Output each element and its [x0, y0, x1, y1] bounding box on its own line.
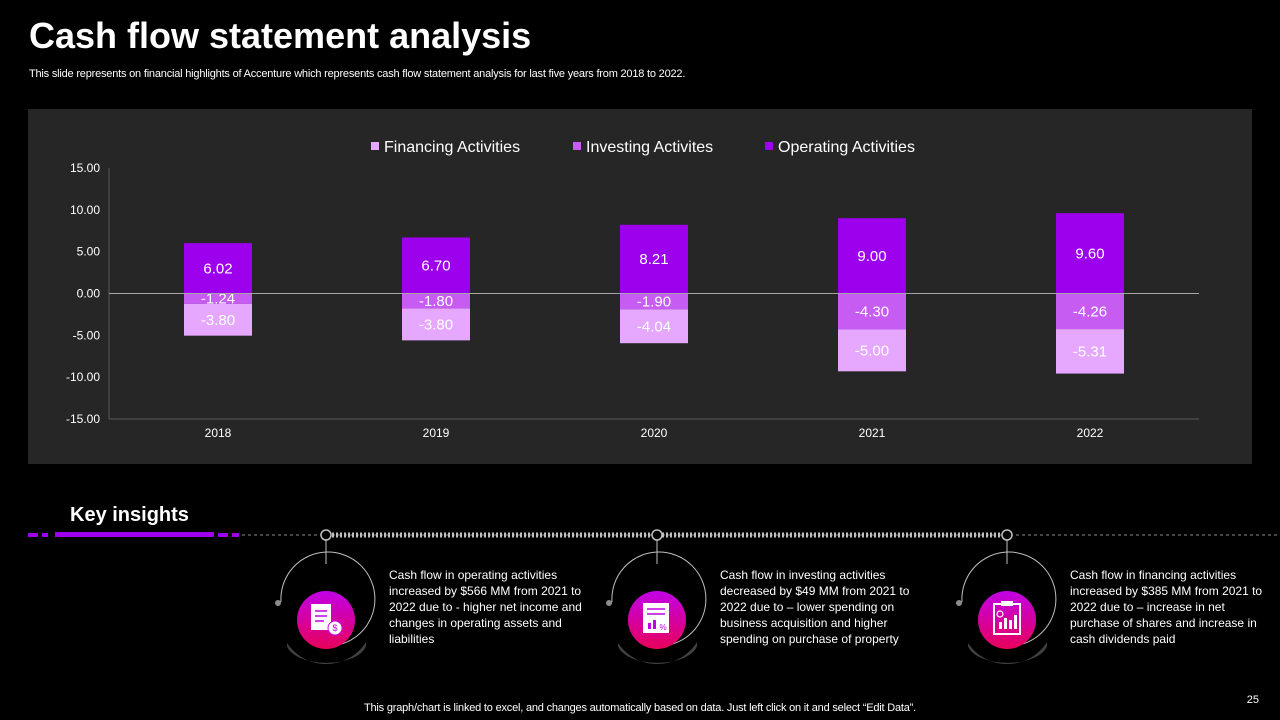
- bar-operating-activities-2020[interactable]: [620, 224, 688, 294]
- bar-operating-activities-2022[interactable]: [1056, 213, 1124, 294]
- bar-financing-activities-2021[interactable]: [838, 329, 906, 372]
- bar-financing-activities-2020[interactable]: [620, 309, 688, 344]
- slide-subtitle: This slide represents on financial highl…: [29, 68, 686, 80]
- y-tick-label: -10.00: [66, 370, 100, 384]
- bar-financing-activities-2019[interactable]: [402, 308, 470, 341]
- y-tick-label: 5.00: [77, 245, 101, 259]
- svg-text:%: %: [659, 623, 666, 632]
- data-label: -4.04: [637, 318, 671, 335]
- report-percent-icon: %: [628, 591, 686, 649]
- insight-text-1: Cash flow in operating activities increa…: [389, 568, 582, 646]
- bar-financing-activities-2022[interactable]: [1056, 329, 1124, 374]
- y-tick-label: -15.00: [66, 412, 100, 426]
- data-label: -4.30: [855, 303, 889, 320]
- data-label: -4.26: [1073, 303, 1107, 320]
- timeline: [28, 532, 1280, 538]
- y-tick-label: 10.00: [70, 203, 100, 217]
- legend-label: Investing Activites: [586, 139, 713, 156]
- bar-investing-activites-2020[interactable]: [620, 293, 688, 310]
- legend-label: Financing Activities: [384, 139, 520, 156]
- x-tick-label: 2019: [423, 426, 450, 440]
- legend-swatch-1: [573, 142, 581, 150]
- legend-swatch-2: [765, 142, 773, 150]
- insight-text-2: Cash flow in investing activities decrea…: [720, 568, 910, 646]
- x-tick-label: 2018: [205, 426, 232, 440]
- x-tick-label: 2022: [1077, 426, 1104, 440]
- chart-panel: 15.00 10.00 5.00 0.00 -5.00 -10.00 -15.00 6.02 -…: [28, 109, 1252, 464]
- y-tick-label: 15.00: [70, 161, 100, 175]
- data-label: -5.00: [855, 342, 889, 359]
- x-tick-label: 2020: [641, 426, 668, 440]
- document-dollar-icon: $: [297, 591, 355, 649]
- insight-text-3: Cash flow in financing activities increa…: [1070, 568, 1263, 646]
- legend-label: Operating Activities: [778, 139, 915, 156]
- data-label: -3.80: [419, 316, 453, 333]
- bar-financing-activities-2018[interactable]: [184, 303, 252, 336]
- data-label: 9.00: [857, 248, 886, 265]
- insight-marker-2: [606, 529, 707, 665]
- data-label: -1.80: [419, 293, 453, 310]
- clipboard-chart-icon: [978, 591, 1036, 649]
- data-label: 8.21: [639, 251, 668, 268]
- bar-operating-activities-2019[interactable]: [402, 237, 470, 294]
- data-label: 6.02: [203, 260, 232, 277]
- data-label: 6.70: [421, 257, 450, 274]
- data-label: -1.90: [637, 293, 671, 310]
- data-label: -1.24: [201, 291, 235, 308]
- bar-operating-activities-2018[interactable]: [184, 243, 252, 294]
- insights-decoration: $ %: [28, 529, 1280, 665]
- insight-marker-3: [956, 529, 1057, 665]
- y-tick-label: -5.00: [73, 328, 101, 342]
- y-tick-label: 0.00: [77, 287, 101, 301]
- data-label: 9.60: [1075, 245, 1104, 262]
- insights-title: Key insights: [70, 504, 189, 526]
- data-label: -3.80: [201, 312, 235, 329]
- bar-investing-activites-2022[interactable]: [1056, 293, 1124, 330]
- bar-operating-activities-2021[interactable]: [838, 218, 906, 294]
- cash-flow-chart[interactable]: 15.00 10.00 5.00 0.00 -5.00 -10.00 -15.00 6.02 -…: [28, 109, 1252, 464]
- footer-note: This graph/chart is linked to excel, and…: [364, 702, 916, 714]
- svg-text:$: $: [332, 623, 337, 633]
- bar-investing-activites-2021[interactable]: [838, 293, 906, 330]
- legend-swatch-0: [371, 142, 379, 150]
- slide-title: Cash flow statement analysis: [29, 15, 532, 56]
- bar-investing-activites-2019[interactable]: [402, 293, 470, 309]
- page-number: 25: [1246, 694, 1259, 706]
- x-tick-label: 2021: [859, 426, 886, 440]
- bar-investing-activites-2018[interactable]: [184, 293, 252, 304]
- data-label: -5.31: [1073, 343, 1107, 360]
- insight-marker-1: [275, 529, 376, 665]
